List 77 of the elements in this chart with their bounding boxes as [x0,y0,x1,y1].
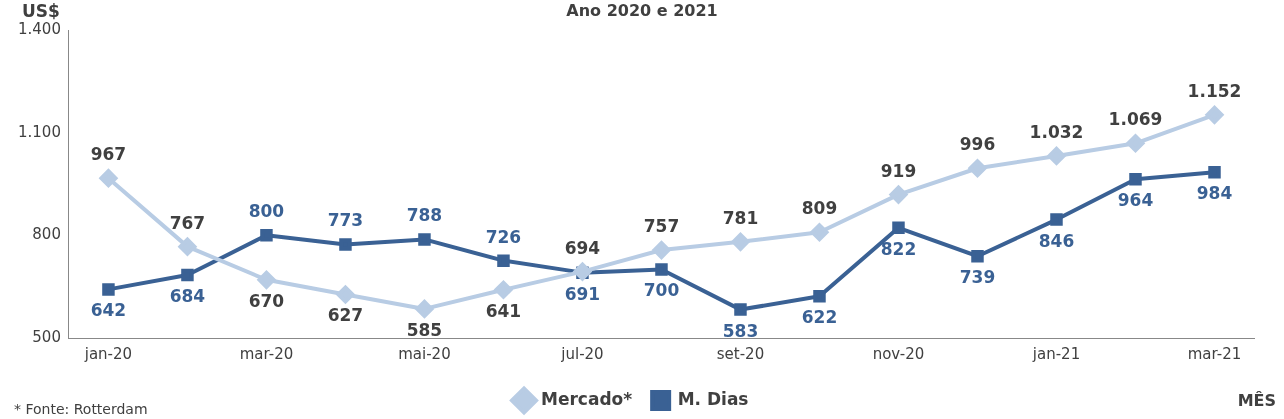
data-label: 694 [564,237,601,258]
data-label: 919 [880,160,917,181]
chart-title: Ano 2020 e 2021 [566,1,718,21]
text: * Fonte: Rotterdam [14,400,148,417]
data-label: 767 [169,212,206,233]
point [892,221,905,235]
data-label: 967 [90,144,127,165]
legend-label: Mercado* [541,388,633,409]
data-label: 642 [90,300,127,321]
data-label: 984 [1196,183,1233,204]
data-label: 726 [485,226,522,247]
x-tick-label: set-20 [716,344,765,363]
x-tick-label: mar-21 [1187,344,1242,363]
point [257,270,276,289]
point [181,268,194,282]
data-label: 691 [564,283,601,304]
data-label: 700 [643,280,680,301]
data-label: 641 [485,300,522,321]
point [336,285,355,304]
point [810,223,829,242]
point [178,237,197,256]
data-label: 809 [801,198,838,219]
point [260,229,273,242]
point [494,280,513,299]
y-tick-label: 1.100 [17,122,61,141]
data-label: 1.069 [1108,109,1163,130]
x-axis-title: MÊS [1237,391,1276,411]
data-label: 781 [722,207,759,228]
x-tick-label: jan-21 [1031,344,1081,363]
data-label: 788 [406,205,443,226]
point [1205,105,1224,124]
point [734,303,747,316]
point [1208,166,1221,179]
point [971,249,984,263]
x-tick-label: mar-20 [239,344,294,363]
point [889,185,908,204]
point [1047,146,1066,165]
data-label: 1.032 [1029,121,1084,142]
data-label: 627 [327,305,364,326]
data-label: 822 [880,238,917,259]
point [655,263,668,276]
point [102,283,115,296]
data-label: 800 [248,201,285,222]
data-label: 846 [1038,230,1075,251]
y-tick-label: 1.400 [17,19,61,38]
point [497,254,510,267]
point [99,169,118,188]
legend-label: M. Dias [677,388,749,409]
data-label: 964 [1117,190,1154,211]
point [813,290,826,303]
x-tick-label: nov-20 [872,344,925,363]
y-axis-title: US$ [22,0,60,21]
point [1126,134,1145,153]
data-label: 757 [643,215,680,236]
data-label: 773 [327,210,364,231]
point [418,233,431,246]
point [1129,172,1142,186]
data-label: 684 [169,285,206,306]
x-tick-label: jul-20 [560,344,604,363]
data-label: 739 [959,267,996,288]
y-tick-label: 800 [32,225,61,244]
point [339,238,352,251]
point [415,299,434,318]
x-tick-label: mai-20 [398,344,451,363]
data-label: 585 [406,319,443,340]
data-label: 583 [722,320,759,341]
point [652,241,671,260]
point [731,232,750,251]
y-tick-label: 500 [32,327,61,346]
point [573,262,592,281]
point [968,159,987,178]
x-tick-label: jan-20 [83,344,133,363]
data-label: 1.152 [1187,80,1242,101]
data-label: 670 [248,290,285,311]
point [1050,213,1063,226]
data-label: 622 [801,307,838,328]
data-label: 996 [959,134,996,155]
